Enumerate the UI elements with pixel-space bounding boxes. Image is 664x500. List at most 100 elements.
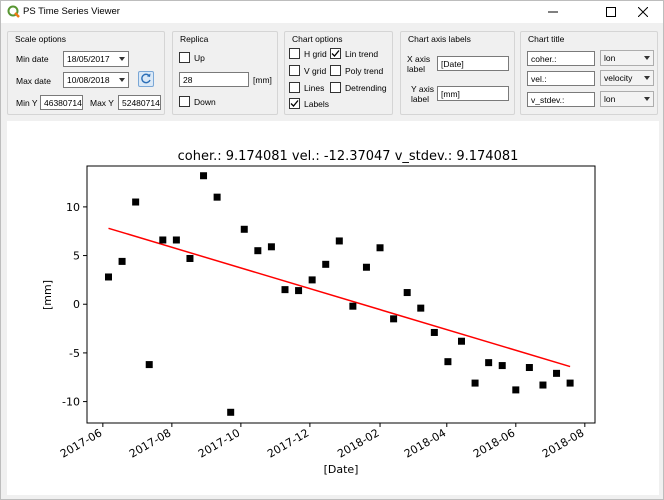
title-row3-field[interactable]: v_stdev.: xyxy=(527,92,595,107)
data-point xyxy=(104,273,112,281)
vgrid-checkbox-box xyxy=(289,65,300,76)
minimize-button[interactable] xyxy=(531,1,575,23)
window-title: PS Time Series Viewer xyxy=(23,6,120,17)
polytrend-checkbox[interactable]: Poly trend xyxy=(330,65,383,76)
title-row2-select-value: velocity xyxy=(604,73,633,83)
trend-layer xyxy=(108,227,571,368)
vgrid-label: V grid xyxy=(304,65,327,76)
data-point xyxy=(349,302,357,310)
x-tick-label: 2018-08 xyxy=(540,426,586,460)
labels-checkbox-box xyxy=(289,98,300,109)
detrending-label: Detrending xyxy=(345,82,387,93)
refresh-icon xyxy=(141,73,151,84)
vgrid-checkbox[interactable]: V grid xyxy=(289,65,326,76)
data-point xyxy=(308,276,316,284)
y-tick-label: -5 xyxy=(69,347,80,360)
y-tick-label: 10 xyxy=(66,201,80,214)
data-point xyxy=(376,244,384,252)
chart-axis-labels-title: Chart axis labels xyxy=(407,34,472,44)
min-date-picker[interactable]: 18/05/2017 xyxy=(63,51,129,67)
min-y-field[interactable]: 46380714 xyxy=(40,95,83,110)
data-point xyxy=(539,381,547,389)
maximize-icon xyxy=(606,7,616,17)
x-axis: 2017-06 2017-08 2017-10 2017-12 2018-02 2018-… xyxy=(58,423,586,461)
qgis-app-icon xyxy=(7,5,20,18)
title-row2-field[interactable]: vel.: xyxy=(527,71,595,86)
lintrend-checkbox[interactable]: Lin trend xyxy=(330,48,378,59)
lines-checkbox[interactable]: Lines xyxy=(289,82,324,93)
hgrid-checkbox[interactable]: H grid xyxy=(289,48,327,59)
data-point xyxy=(295,287,303,295)
replica-value-field[interactable]: 28 xyxy=(179,72,249,87)
chart-title: coher.: 9.174081 vel.: -12.37047 v_stdev… xyxy=(178,149,519,164)
chart-axis-labels-group: Chart axis labels X axis label [Date] Y … xyxy=(400,31,515,115)
linear-trend-line xyxy=(108,227,571,368)
title-row1-select-value: lon xyxy=(604,53,616,63)
y-axis-label: [mm] xyxy=(41,280,54,310)
data-point xyxy=(471,379,479,387)
chevron-down-icon xyxy=(644,56,650,60)
replica-unit-label: [mm] xyxy=(253,75,272,85)
x-tick-label: 2017-06 xyxy=(58,426,104,460)
y-axis-label-field[interactable]: [mm] xyxy=(437,86,509,101)
min-date-label: Min date xyxy=(16,54,49,64)
down-checkbox[interactable]: Down xyxy=(179,96,216,107)
max-date-picker[interactable]: 10/08/2018 xyxy=(63,72,129,88)
chart-title-group: Chart title coher.: lon vel.: velocity v… xyxy=(520,31,658,115)
data-point xyxy=(457,337,465,345)
data-point xyxy=(335,237,343,245)
title-row3-select[interactable]: lon xyxy=(600,91,654,107)
data-point xyxy=(186,254,194,262)
checkmark-icon xyxy=(331,50,340,57)
y-tick-label: -10 xyxy=(62,396,80,409)
detrending-checkbox[interactable]: Detrending xyxy=(330,82,387,93)
chart-options-group: Chart options H grid V grid Lines Labels… xyxy=(284,31,393,115)
time-series-chart: coher.: 9.174081 vel.: -12.37047 v_stdev… xyxy=(41,149,596,476)
data-point xyxy=(281,286,289,294)
polytrend-checkbox-box xyxy=(330,65,341,76)
labels-checkbox[interactable]: Labels xyxy=(289,98,329,109)
lintrend-label: Lin trend xyxy=(345,48,379,59)
data-points xyxy=(104,172,574,416)
data-point xyxy=(240,225,248,233)
data-point xyxy=(362,263,370,271)
x-tick-label: 2018-04 xyxy=(402,426,448,460)
chevron-down-icon xyxy=(644,97,650,101)
x-axis-label-caption-2: label xyxy=(407,64,425,74)
title-row2-select[interactable]: velocity xyxy=(600,70,654,86)
data-point xyxy=(525,364,533,372)
refresh-button[interactable] xyxy=(138,71,154,87)
labels-label: Labels xyxy=(304,98,330,109)
hgrid-checkbox-box xyxy=(289,48,300,59)
x-tick-label: 2018-06 xyxy=(471,426,517,460)
lines-label: Lines xyxy=(304,82,325,93)
data-point xyxy=(227,408,235,416)
chevron-down-icon xyxy=(119,78,125,82)
data-point xyxy=(553,369,561,377)
data-point xyxy=(132,198,140,206)
maximize-button[interactable] xyxy=(589,1,633,23)
data-point xyxy=(254,247,262,255)
polytrend-label: Poly trend xyxy=(345,65,384,76)
title-row3-select-value: lon xyxy=(604,94,616,104)
down-label: Down xyxy=(194,96,216,107)
up-checkbox[interactable]: Up xyxy=(179,52,205,63)
lintrend-checkbox-box xyxy=(330,48,341,59)
data-point xyxy=(213,193,221,201)
y-axis-label-caption-1: Y axis xyxy=(411,84,434,94)
title-row1-select[interactable]: lon xyxy=(600,50,654,66)
data-point xyxy=(485,359,493,367)
hgrid-label: H grid xyxy=(304,48,327,59)
title-row1-field[interactable]: coher.: xyxy=(527,51,595,66)
x-axis-label-field[interactable]: [Date] xyxy=(437,56,509,71)
data-point xyxy=(145,361,153,369)
max-y-field[interactable]: 52480714 xyxy=(118,95,161,110)
data-point xyxy=(430,328,438,336)
up-checkbox-box xyxy=(179,52,190,63)
y-tick-label: 5 xyxy=(73,250,80,263)
lines-checkbox-box xyxy=(289,82,300,93)
close-button[interactable] xyxy=(621,1,664,23)
plot-area xyxy=(86,165,596,424)
data-point xyxy=(498,362,506,370)
